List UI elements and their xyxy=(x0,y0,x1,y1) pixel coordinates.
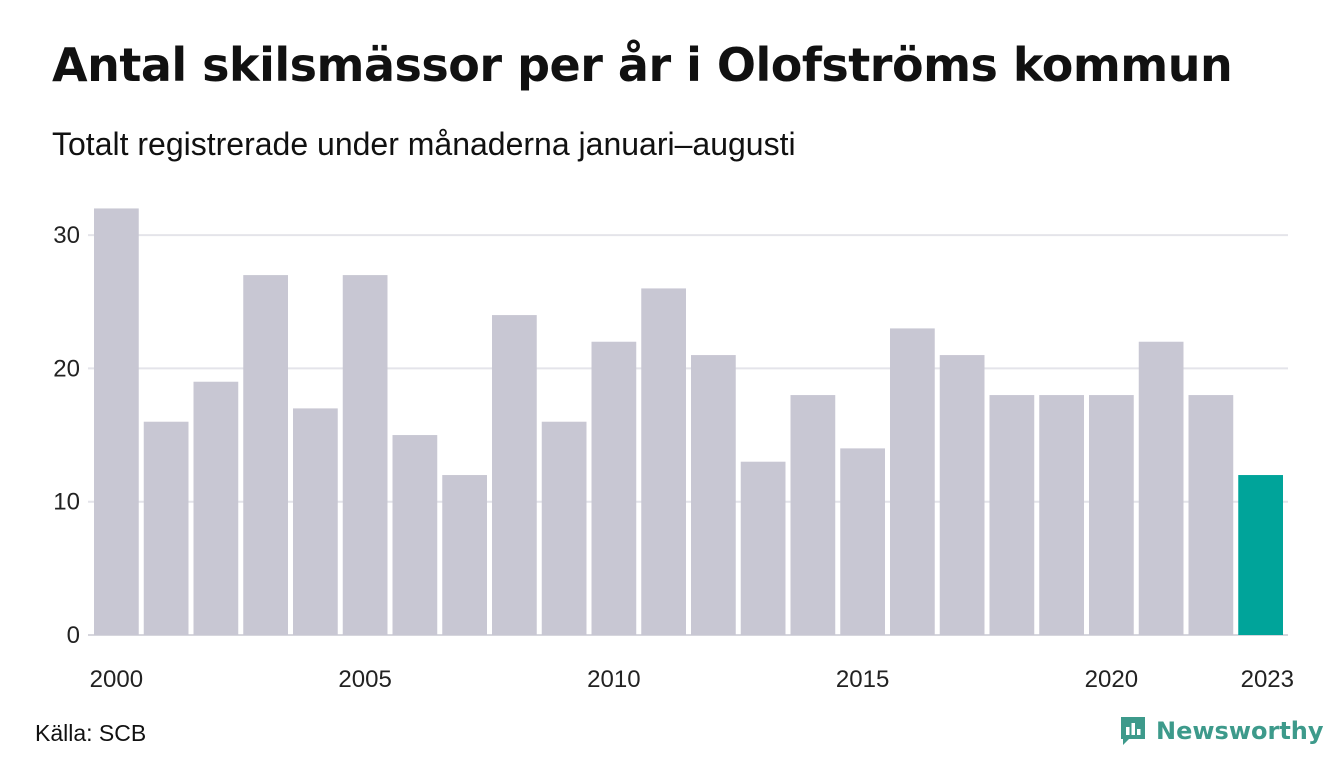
bar xyxy=(442,475,487,635)
bar xyxy=(143,421,189,635)
bar xyxy=(1089,395,1134,635)
bar xyxy=(1138,341,1184,635)
bar xyxy=(691,355,736,635)
x-tick-label: 2020 xyxy=(1085,666,1138,693)
x-tick-label: 2015 xyxy=(836,666,889,693)
brand-name: Newsworthy xyxy=(1156,717,1324,745)
x-tick-label: 2023 xyxy=(1241,666,1294,693)
bar xyxy=(790,395,836,635)
chart-subtitle: Totalt registrerade under månaderna janu… xyxy=(52,126,796,162)
bar xyxy=(492,315,537,635)
bar-highlight xyxy=(1238,475,1283,635)
brand-logo: Newsworthy xyxy=(1118,714,1324,748)
bar xyxy=(1039,395,1084,635)
y-tick-label: 10 xyxy=(53,489,80,516)
x-tick-label: 2010 xyxy=(587,666,640,693)
bar xyxy=(541,421,587,635)
bar xyxy=(591,341,637,635)
bar xyxy=(740,461,786,635)
y-tick-label: 0 xyxy=(67,622,80,649)
bar xyxy=(392,435,438,635)
bar xyxy=(193,381,239,635)
bar-chart: 0 10 20 30 2000 2005 2010 2015 2020 2023 xyxy=(53,208,1294,693)
bar xyxy=(641,288,686,635)
chart-bubble-icon xyxy=(1121,717,1145,745)
bar xyxy=(94,208,139,635)
y-tick-label: 30 xyxy=(53,222,80,249)
bar xyxy=(939,355,985,635)
bar xyxy=(293,408,338,635)
bar xyxy=(1188,395,1234,635)
chart-title: Antal skilsmässor per år i Olofströms ko… xyxy=(52,38,1233,92)
bar xyxy=(989,395,1035,635)
bar xyxy=(243,275,288,635)
x-tick-label: 2005 xyxy=(338,666,391,693)
bar xyxy=(890,328,935,635)
bar xyxy=(840,448,885,635)
x-tick-label: 2000 xyxy=(90,666,143,693)
source-label: Källa: SCB xyxy=(35,720,147,746)
bar xyxy=(342,275,388,635)
y-tick-label: 20 xyxy=(53,355,80,382)
